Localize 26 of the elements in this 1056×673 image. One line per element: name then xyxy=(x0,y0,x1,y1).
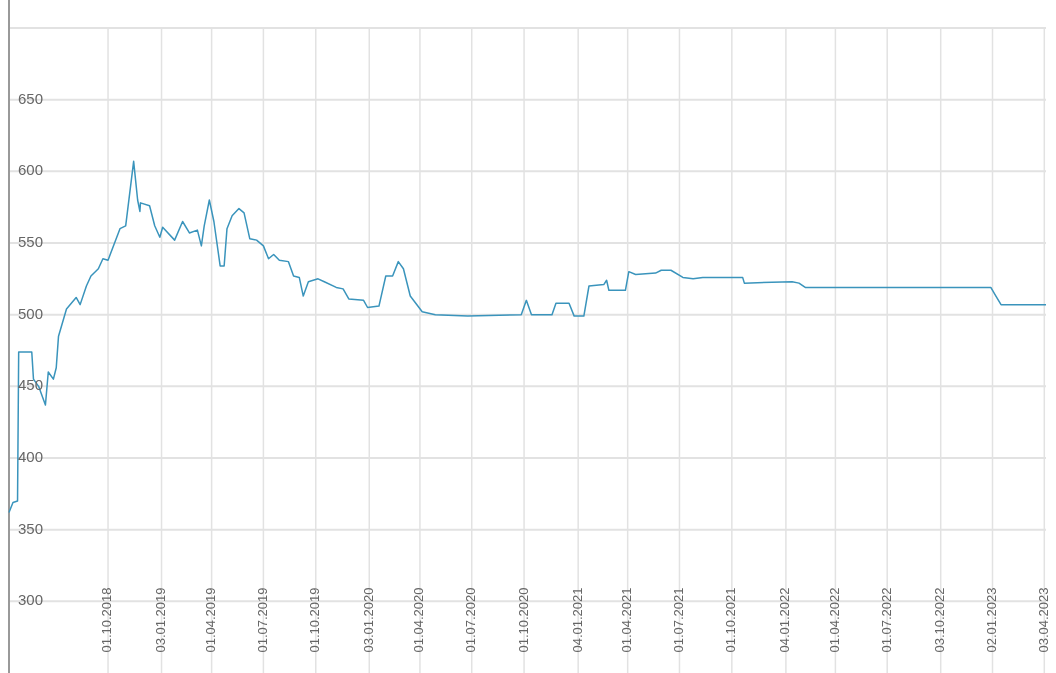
x-tick-label: 03.01.2019 xyxy=(152,587,168,653)
x-tick-label: 04.01.2021 xyxy=(569,587,585,653)
x-tick-label: 01.04.2022 xyxy=(826,587,842,653)
x-tick-label: 02.01.2023 xyxy=(983,587,999,653)
x-tick-label: 01.07.2019 xyxy=(254,587,270,653)
x-tick-label: 01.04.2021 xyxy=(619,587,635,653)
y-tick-label: 550 xyxy=(18,232,44,250)
x-tick-label: 01.07.2022 xyxy=(878,587,894,653)
x-tick-label: 01.10.2018 xyxy=(99,587,115,653)
line-series xyxy=(8,160,1047,514)
y-tick-label: 500 xyxy=(18,304,44,322)
y-tick-label: 600 xyxy=(18,161,44,179)
x-tick-label: 03.01.2020 xyxy=(360,587,376,653)
y-tick-label: 650 xyxy=(18,89,44,107)
x-tick-label: 01.10.2021 xyxy=(723,587,739,653)
x-tick-label: 04.01.2022 xyxy=(777,587,793,653)
y-tick-label: 350 xyxy=(18,519,44,537)
x-tick-label: 03.04.2023 xyxy=(1035,587,1051,653)
x-tick-label: 03.10.2022 xyxy=(932,587,948,653)
x-tick-label: 01.07.2020 xyxy=(463,587,479,653)
x-tick-label: 01.04.2019 xyxy=(203,587,219,653)
x-tick-label: 01.04.2020 xyxy=(411,587,427,653)
x-tick-label: 01.10.2019 xyxy=(307,587,323,653)
y-tick-label: 300 xyxy=(18,591,44,609)
x-tick-label: 01.07.2021 xyxy=(670,587,686,653)
x-tick-label: 01.10.2020 xyxy=(515,587,531,653)
